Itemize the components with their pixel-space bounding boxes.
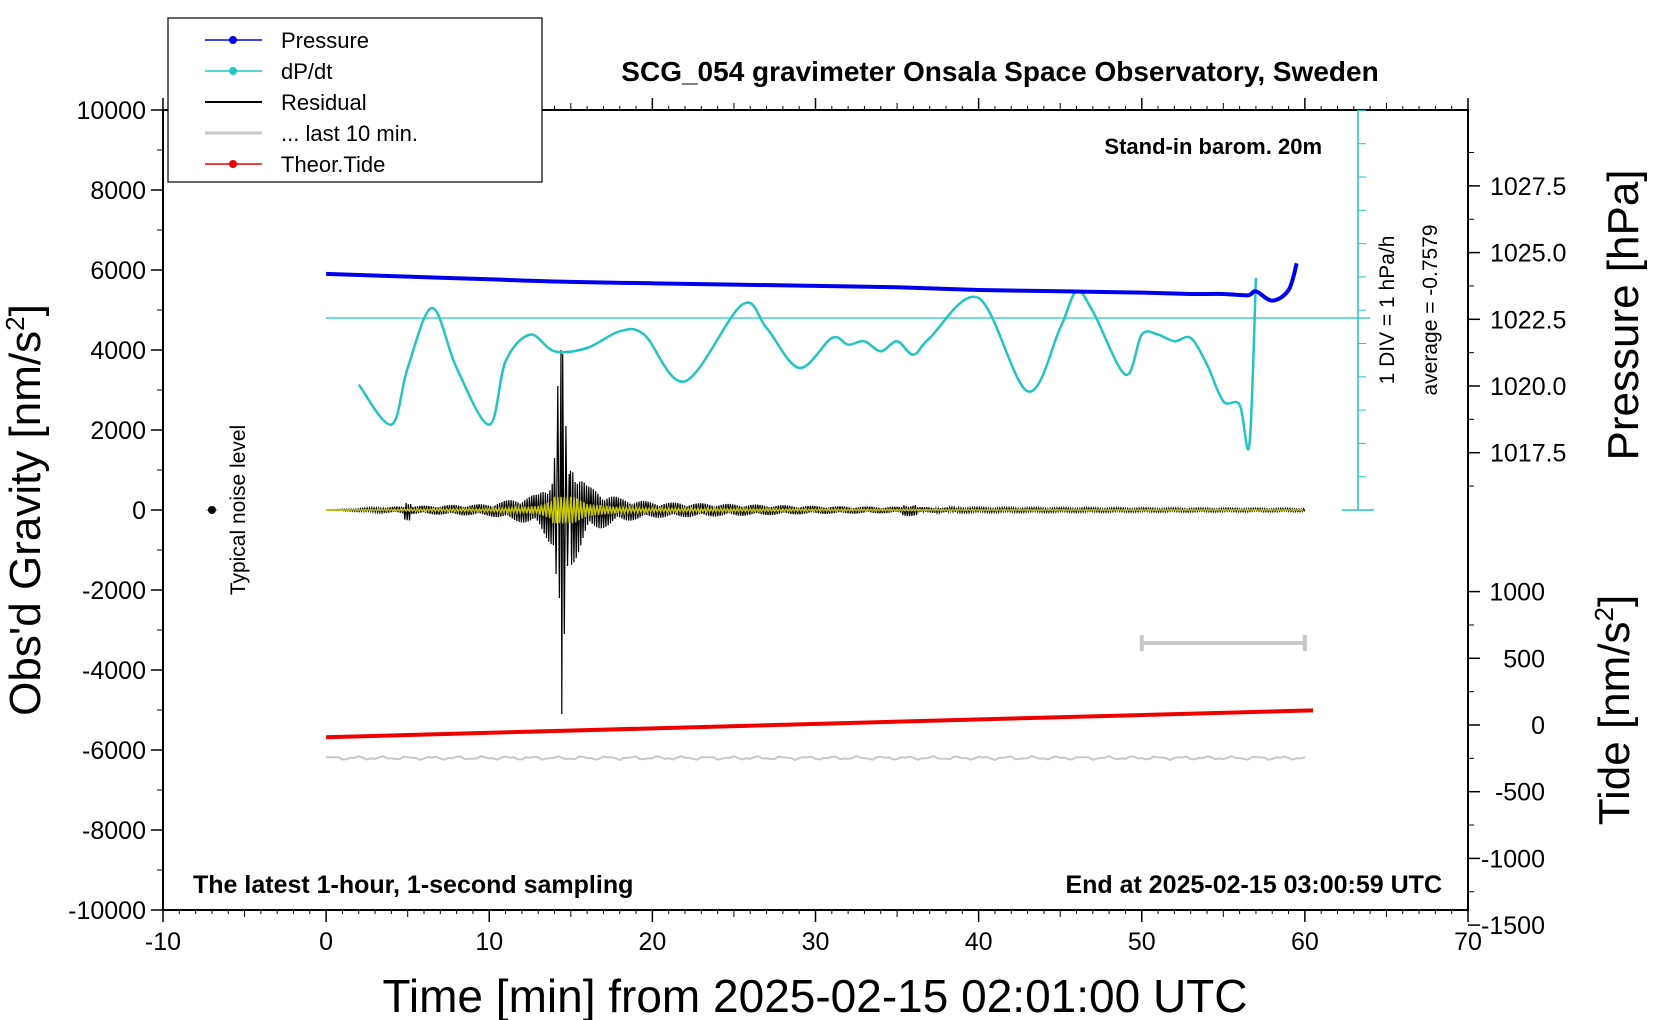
tide-tick-label: -1000 (1481, 845, 1545, 873)
noise-level-marker (207, 506, 216, 514)
x-tick-label: 50 (1128, 928, 1156, 956)
y-tick-label: 10000 (76, 97, 146, 125)
series-last10-line (326, 754, 1306, 762)
y-tick-label: 8000 (90, 177, 146, 205)
pressure-axis-ticks: 1027.5 1025.0 1022.5 1020.0 1017.5 (1468, 152, 1566, 487)
dpdt-scale-axis (326, 109, 1374, 511)
legend-label-last10: ... last 10 min. (281, 121, 418, 146)
average-note: average = -0.7579 (1419, 224, 1442, 395)
bottom-left-note: The latest 1-hour, 1-second sampling (193, 871, 633, 899)
div-note: 1 DIV = 1 hPa/h (1376, 236, 1399, 385)
legend-box (167, 17, 543, 183)
tide-axis-label-main: Tide [nm/s (1590, 621, 1639, 825)
tide-tick-label: -500 (1495, 779, 1545, 807)
data-series (205, 262, 1314, 762)
y-axis-label-left: Obs'd Gravity [nm/s2] (0, 304, 50, 716)
y-tick-label: 4000 (90, 337, 146, 365)
barometer-note: Stand-in barom. 20m (1104, 134, 1322, 159)
x-tick-label: 60 (1291, 928, 1319, 956)
chart-title: SCG_054 gravimeter Onsala Space Observat… (621, 56, 1378, 87)
y-tick-label: -6000 (82, 737, 146, 765)
tide-axis-label: Tide [nm/s2] (1589, 595, 1639, 825)
series-dpdt-line (357, 277, 1258, 451)
y-tick-label: -2000 (82, 577, 146, 605)
tide-tick-label: -1500 (1481, 912, 1545, 940)
legend-label-residual: Residual (281, 90, 367, 115)
series-pressure-line (326, 262, 1299, 303)
legend-label-dpdt: dP/dt (281, 59, 332, 84)
y-tick-label: -4000 (82, 657, 146, 685)
tide-tick-label: 1000 (1489, 579, 1545, 607)
legend-marker-tide (229, 160, 237, 168)
x-tick-label: 40 (965, 928, 993, 956)
y-tick-label: 2000 (90, 417, 146, 445)
legend: Pressure dP/dt Residual ... last 10 min.… (167, 17, 543, 183)
x-tick-label: 20 (638, 928, 666, 956)
x-axis-label: Time [min] from 2025-02-15 02:01:00 UTC (383, 970, 1248, 1020)
pressure-tick-label: 1027.5 (1490, 173, 1566, 201)
legend-label-pressure: Pressure (281, 28, 369, 53)
y-tick-label: -10000 (68, 897, 146, 925)
y-tick-label: 6000 (90, 257, 146, 285)
legend-label-tide: Theor.Tide (281, 152, 385, 177)
series-residual-overlay-line (326, 496, 1304, 524)
x-axis-ticks: -10 0 10 20 30 40 50 60 70 (145, 98, 1482, 956)
y-axis-label-left-end: ] (1, 304, 50, 316)
pressure-tick-label: 1020.0 (1490, 373, 1566, 401)
tide-tick-label: 500 (1503, 645, 1545, 673)
tide-axis-ticks: 1000 500 0 -500 -1000 -1500 (1468, 579, 1545, 940)
pressure-axis-label: Pressure [hPa] (1599, 169, 1648, 460)
x-tick-label: 30 (802, 928, 830, 956)
x-tick-label: 0 (319, 928, 333, 956)
y-tick-label: -8000 (82, 817, 146, 845)
tide-axis-label-end: ] (1590, 595, 1639, 607)
y-axis-label-left-main: Obs'd Gravity [nm/s (1, 331, 50, 716)
tide-axis-label-sup: 2 (1589, 607, 1619, 621)
y-axis-label-left-sup: 2 (0, 316, 30, 330)
pressure-tick-label: 1017.5 (1490, 440, 1566, 468)
y-axis-ticks: 10000 8000 6000 4000 2000 0 -2000 -4000 -6000 -80… (68, 97, 163, 925)
y-tick-label: 0 (132, 497, 146, 525)
legend-marker-dpdt (229, 67, 237, 75)
x-tick-label: 10 (475, 928, 503, 956)
pressure-tick-label: 1022.5 (1490, 306, 1566, 334)
noise-label: Typical noise level (227, 425, 250, 595)
pressure-tick-label: 1025.0 (1490, 240, 1566, 268)
bottom-right-note: End at 2025-02-15 03:00:59 UTC (1065, 871, 1442, 899)
x-tick-label: 70 (1454, 928, 1482, 956)
tide-tick-label: 0 (1531, 712, 1545, 740)
series-tide-line (326, 708, 1314, 740)
x-tick-label: -10 (145, 928, 181, 956)
legend-marker-pressure (229, 36, 237, 44)
